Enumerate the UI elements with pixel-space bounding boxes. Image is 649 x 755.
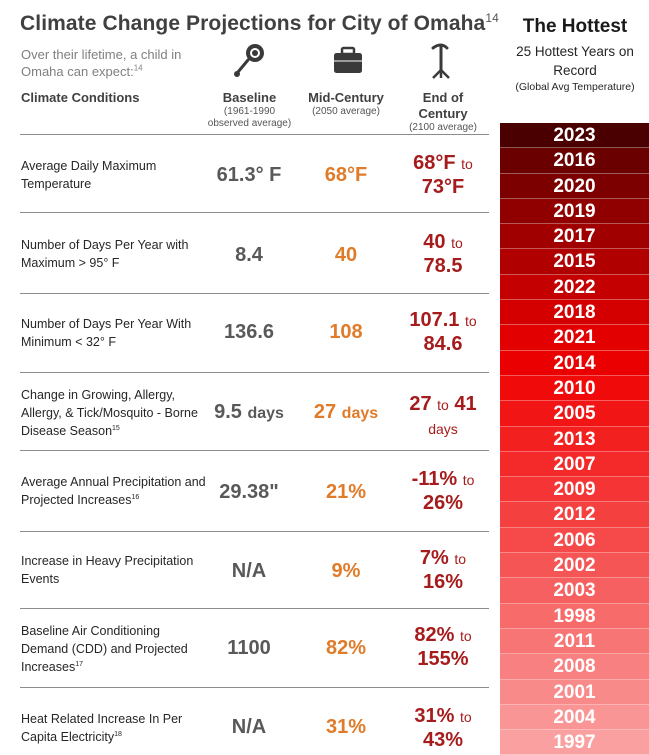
hottest-year-item: 2002: [500, 553, 649, 579]
condition-label: Number of Days Per Year With Minimum < 3…: [21, 317, 192, 349]
mid-century-value: 9%: [331, 560, 361, 582]
baseline-value: 1100: [227, 637, 271, 659]
hottest-year-item: 2014: [500, 350, 649, 376]
hottest-year-item: 2016: [500, 148, 649, 174]
row-divider: [20, 450, 489, 451]
mid-century-value: 82%: [325, 637, 367, 659]
mid-century-value: 40: [334, 244, 358, 266]
hottest-year-item: 2003: [500, 578, 649, 604]
condition-label: Change in Growing, Allergy, Allergy, & T…: [21, 388, 198, 438]
hottest-year-item: 2019: [500, 198, 649, 225]
mid-century-value: 21%: [325, 481, 367, 503]
baseline-value: 29.38": [219, 481, 279, 503]
baseline-value: 136.6: [223, 321, 275, 343]
cane-icon: [431, 43, 450, 79]
hottest-year-item: 2008: [500, 654, 649, 680]
end-century-value: 82% to 155%: [414, 624, 472, 670]
condition-label: Increase in Heavy Precipitation Events: [21, 554, 194, 586]
hottest-subtitle: 25 Hottest Years on Record: [516, 44, 634, 78]
hottest-year-item: 2006: [500, 527, 649, 554]
condition-label: Baseline Air Conditioning Demand (CDD) a…: [21, 624, 188, 674]
end-century-value: 68°F to 73°F: [413, 152, 473, 198]
row-divider: [20, 212, 489, 213]
mid-century-value: 68°F: [324, 164, 368, 186]
mid-century-value: 108: [329, 321, 363, 343]
hottest-year-item: 2001: [500, 679, 649, 705]
conditions-header: Climate Conditions: [21, 90, 140, 105]
hottest-year-item: 2023: [500, 123, 649, 149]
hottest-year-item: 2015: [500, 249, 649, 275]
hottest-year-item: 1997: [500, 730, 649, 755]
row-divider: [20, 531, 489, 532]
end-century-value: 107.1 to 84.6: [409, 309, 477, 355]
hottest-year-item: 2012: [500, 502, 649, 528]
hottest-title: The Hottest: [522, 16, 628, 37]
page-title: Climate Change Projections for City of O…: [20, 11, 499, 35]
row-divider: [20, 687, 489, 688]
hottest-year-item: 2007: [500, 451, 649, 478]
end-century-value: 7% to 16%: [419, 547, 467, 593]
condition-label: Number of Days Per Year with Maximum > 9…: [21, 238, 189, 270]
hottest-year-item: 2004: [500, 704, 649, 731]
baseline-value: 8.4: [235, 244, 263, 266]
end-century-value: 27 to 41 days: [409, 393, 477, 437]
baseline-value: 61.3° F: [216, 164, 282, 186]
hottest-year-item: 2010: [500, 375, 649, 402]
mid-century-value: 31%: [325, 716, 367, 738]
intro-text: Over their lifetime, a child in Omaha ca…: [21, 47, 182, 79]
briefcase-icon: [334, 46, 362, 73]
hottest-year-item: 2020: [500, 173, 649, 199]
end-century-value: 31% to 43%: [414, 705, 472, 751]
hottest-year-item: 2005: [500, 401, 649, 427]
condition-label: Average Annual Precipitation and Project…: [21, 475, 206, 507]
hottest-year-item: 2022: [500, 274, 649, 301]
end-of-century-header: End of Century (2100 average): [409, 90, 477, 133]
end-century-value: -11% to 26%: [411, 468, 475, 514]
hottest-note: (Global Avg Temperature): [515, 81, 635, 93]
baseline-value: N/A: [231, 716, 267, 738]
hottest-year-item: 2009: [500, 477, 649, 503]
row-divider: [20, 372, 489, 373]
baseline-header: Baseline (1961-1990 observed average): [207, 90, 292, 129]
baseline-value: 9.5 days: [214, 401, 284, 423]
condition-label: Heat Related Increase In Per Capita Elec…: [21, 712, 183, 744]
mid-century-header: Mid-Century (2050 average): [308, 90, 384, 117]
hottest-year-item: 2018: [500, 300, 649, 326]
condition-label: Average Daily Maximum Temperature: [21, 159, 157, 191]
rattle-icon: [234, 44, 264, 77]
mid-century-value: 27 days: [313, 401, 379, 423]
hottest-years-list: 2023 2016 2020 2019 2017 2015 2022 2018 2021 2014…: [500, 123, 649, 755]
hottest-year-item: 2017: [500, 224, 649, 250]
baseline-value: N/A: [231, 560, 267, 582]
hottest-year-item: 1998: [500, 603, 649, 629]
hottest-year-item: 2013: [500, 426, 649, 452]
hottest-year-item: 2021: [500, 325, 649, 351]
row-divider: [20, 134, 489, 135]
hottest-year-item: 2011: [500, 628, 649, 655]
row-divider: [20, 293, 489, 294]
row-divider: [20, 608, 489, 609]
end-century-value: 40 to 78.5: [423, 231, 463, 277]
